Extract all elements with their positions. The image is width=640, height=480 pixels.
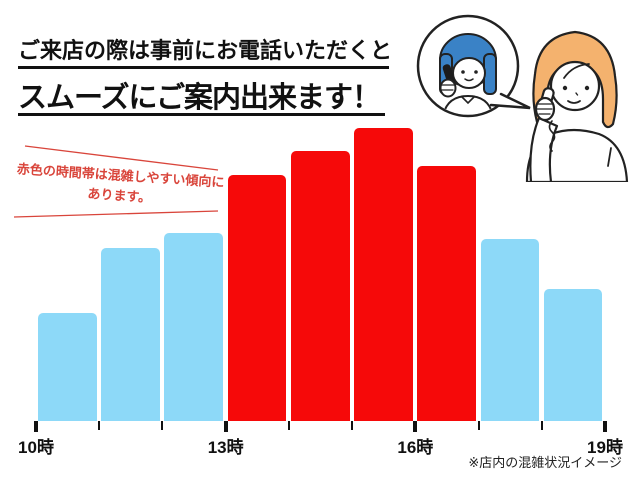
staff-eye-right	[474, 70, 478, 74]
bar-15時	[354, 128, 413, 421]
x-axis-label-16時: 16時	[397, 438, 434, 457]
staff-hand	[439, 78, 457, 98]
headline-underline1	[18, 66, 389, 69]
staff-smile	[464, 78, 474, 82]
x-tick-minor	[540, 421, 543, 430]
woman-chest-fold	[607, 147, 612, 167]
x-axis-label-19時: 19時	[587, 438, 623, 457]
x-axis-label-13時: 13時	[207, 438, 244, 457]
x-tick-major	[413, 421, 418, 432]
x-tick-minor	[477, 421, 480, 430]
headline-line1: ご来店の際は事前にお電話いただくと	[18, 38, 393, 63]
x-tick-minor	[351, 421, 354, 430]
x-tick-minor	[98, 421, 101, 430]
bar-12時	[164, 233, 224, 421]
bar-13時	[227, 175, 287, 421]
bar-16時	[417, 166, 477, 421]
woman-eye-right	[584, 85, 590, 91]
staff-collar	[460, 95, 476, 105]
annotation-lines	[13, 145, 219, 218]
woman-eye-left	[562, 85, 568, 91]
x-tick-major	[34, 421, 38, 432]
phone-cord	[548, 120, 556, 152]
bar-17時	[480, 239, 540, 421]
x-tick-minor	[161, 421, 164, 430]
woman-smile	[567, 100, 581, 104]
headline-underline2	[18, 113, 385, 116]
x-tick-minor	[287, 421, 290, 430]
x-tick-major	[223, 421, 228, 432]
x-axis-ticks	[34, 421, 607, 434]
woman-face	[549, 60, 601, 112]
bar-14時	[290, 151, 350, 421]
bar-10時	[38, 313, 97, 421]
annotation-line-bottom	[13, 210, 219, 218]
x-axis-label-10時: 10時	[18, 438, 54, 457]
staff-eye-left	[461, 70, 465, 74]
chart-caption: ※店内の混雑状況イメージ	[468, 455, 622, 470]
annotation-line-top	[24, 145, 219, 171]
headline-line2: スムーズにご案内出来ます！	[18, 82, 381, 114]
woman-avatar	[525, 30, 629, 182]
bar-18時	[543, 289, 603, 421]
x-tick-major	[603, 421, 607, 432]
staff-face	[452, 57, 486, 89]
speech-bubble	[416, 14, 531, 118]
staff-fingers	[441, 84, 455, 91]
woman-arm	[529, 116, 559, 182]
staff-avatar	[439, 33, 497, 115]
bar-11時	[101, 248, 160, 421]
woman-fingers	[536, 103, 553, 115]
phone-call-illustration	[416, 14, 629, 182]
woman-nose	[575, 92, 579, 96]
woman-bangs	[563, 63, 590, 79]
woman-hair	[532, 30, 618, 129]
bar-chart	[36, 120, 605, 421]
x-axis-labels: 10時 13時 16時 19時	[18, 433, 623, 457]
